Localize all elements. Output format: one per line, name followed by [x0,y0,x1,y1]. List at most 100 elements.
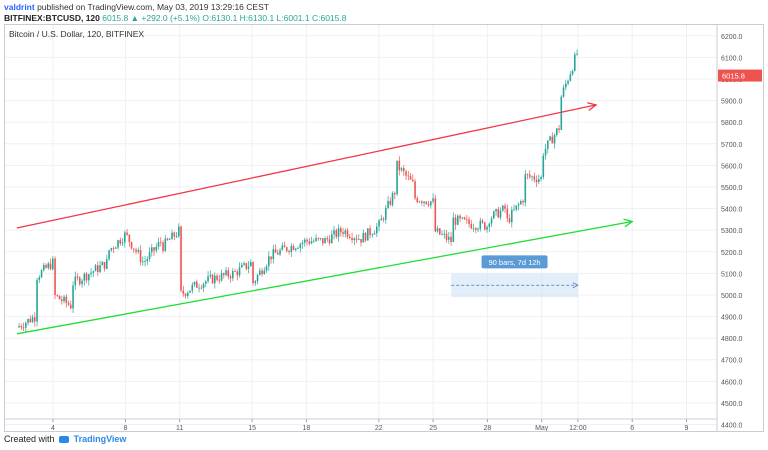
candle-body [70,304,72,309]
y-tick-label: 4700.0 [721,358,743,365]
candle-body [144,261,146,262]
candle-body [162,242,164,251]
symbol-line: BITFINEX:BTCUSD, 120 6015.8 ▲ +292.0 (+5… [4,13,346,23]
x-tick-label: 25 [429,425,437,431]
candle-body [236,271,239,276]
candle-body [355,238,358,240]
candle-body [193,281,196,285]
candle-body [245,263,248,269]
candle-body [252,262,254,284]
candle-body [65,296,68,303]
range-tool[interactable]: 90 bars, 7d 12h [451,255,579,298]
candle-body [495,209,497,212]
x-tick-label: 8 [123,425,127,431]
y-tick-label: 4900.0 [721,315,743,322]
candle-body [531,176,533,178]
candle-body [454,217,457,225]
candle-body [547,140,549,149]
candle-body [117,240,119,248]
candle-body [277,252,279,255]
y-tick-label: 6100.0 [721,55,743,62]
x-tick-label: 28 [484,425,492,431]
candle-body [97,265,99,272]
candle-body [497,209,500,218]
candle-body [182,290,185,294]
candle-body [418,201,421,203]
candle-body [135,249,137,252]
candle-body [171,232,173,240]
candle-body [488,223,491,227]
candle-body [187,292,189,296]
candle-body [148,252,151,259]
chart-container[interactable]: 90 bars, 7d 12h 4400.0 4500.0 4600.0 4700.0… [4,24,764,432]
candle-body [310,241,313,244]
candle-body [358,239,360,240]
candle-body [432,198,434,202]
candle-body [477,228,479,230]
candle-body [45,264,47,268]
candle-body [549,136,551,141]
x-tick-label: 12:00 [569,425,587,431]
candle-body [373,233,376,235]
candle-body [67,302,70,305]
candle-body [517,204,520,206]
y-tick-label: 5300.0 [721,228,743,235]
trendlines[interactable] [16,102,634,335]
candle-body [223,273,225,275]
candle-body [398,160,401,171]
candle-body [353,238,356,241]
candle-body [574,54,576,71]
candle-body [40,270,43,278]
y-tick-label: 5600.0 [721,163,743,170]
y-tick-label: 5200.0 [721,250,743,257]
candle-body [511,210,513,223]
candle-body [457,215,459,225]
y-tick-label: 4500.0 [721,401,743,408]
candle-body [124,232,126,243]
candle-body [544,148,547,156]
candle-body [382,218,385,220]
candle-body [405,171,407,176]
range-box [451,273,578,298]
candle-body [490,218,493,224]
resistance-trendline [16,104,597,229]
candle-body [214,275,216,284]
candle-body [481,220,484,223]
candle-body [461,217,464,219]
y-tick-label: 4400.0 [721,423,743,430]
candles [18,49,578,333]
candle-body [279,249,281,255]
candle-body [308,241,311,244]
candle-body [101,261,104,266]
x-tick-label: 15 [248,425,256,431]
candle-body [346,230,349,237]
candle-body [553,134,556,144]
author-name[interactable]: valdrint [4,2,35,12]
candle-body [200,287,203,289]
candle-body [396,160,398,195]
candle-body [385,208,387,220]
candle-body [409,176,412,180]
candle-body [247,266,250,269]
candle-body [558,128,560,130]
candle-body [22,327,25,329]
price-chart[interactable]: 90 bars, 7d 12h 4400.0 4500.0 4600.0 4700.0… [5,25,763,432]
candle-body [391,193,394,205]
candle-body [351,238,353,241]
publish-line: valdrint published on TradingView.com, M… [4,2,269,12]
support-arrowhead [623,218,634,228]
candle-body [220,273,223,281]
candle-body [63,296,65,302]
candle-body [520,201,522,205]
candle-body [475,228,477,230]
candle-body [58,295,61,300]
candle-body [281,245,284,250]
candle-body [29,318,32,323]
candle-body [513,209,515,211]
candle-body [394,193,396,195]
candle-body [191,284,194,291]
candle-body [218,279,221,281]
created-with-text: Created with [4,434,55,444]
tradingview-brand[interactable]: TradingView [73,434,127,444]
candle-body [331,234,333,244]
